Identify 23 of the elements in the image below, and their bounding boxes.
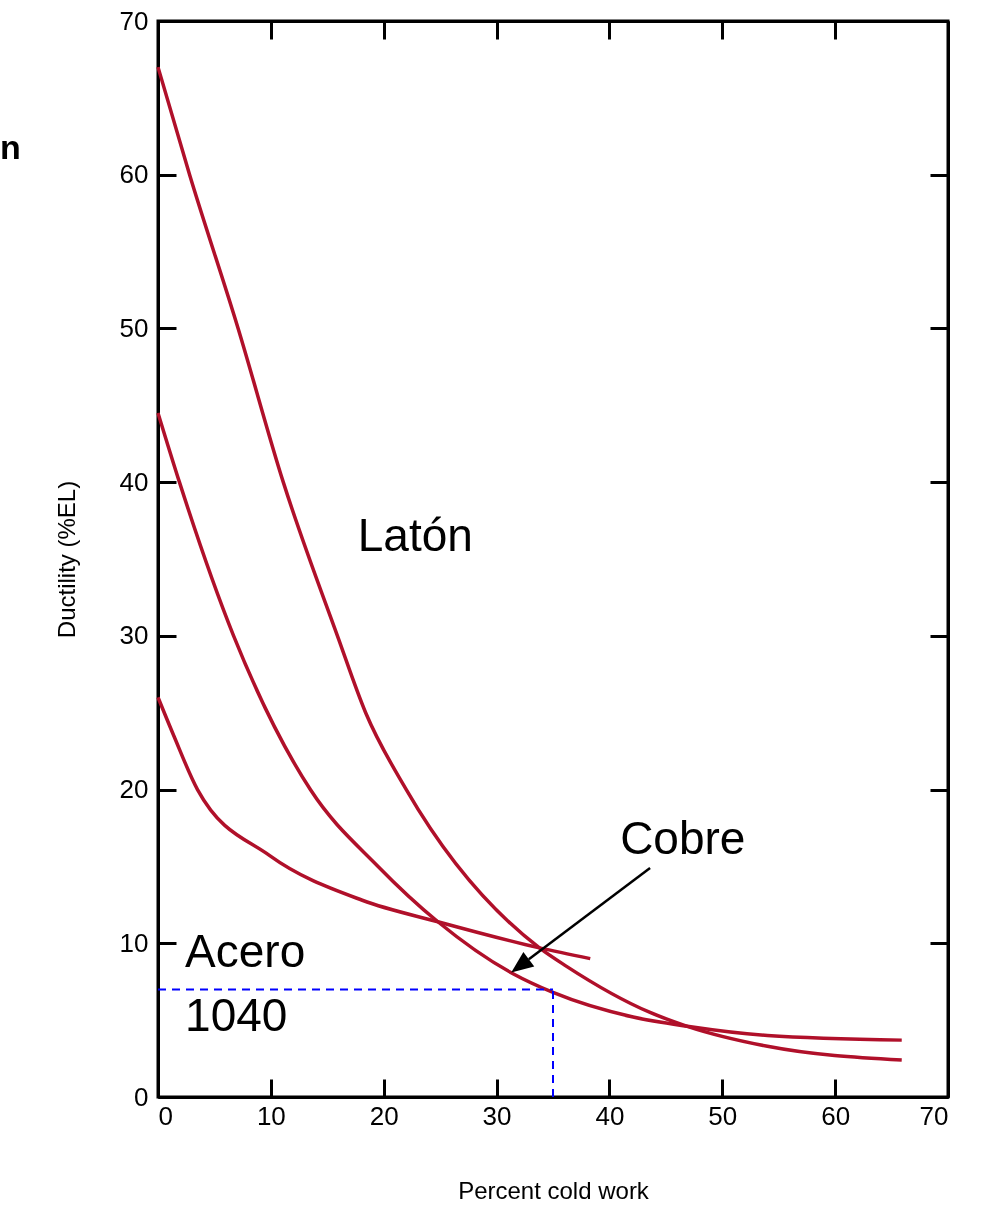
y-tick-label: 40 — [119, 466, 149, 497]
x-tick-label: 30 — [482, 1100, 512, 1131]
y-tick-label: 60 — [119, 159, 149, 190]
series-label: Latón — [357, 509, 473, 562]
y-tick-label: 10 — [119, 927, 149, 958]
series-label: Acero 1040 — [185, 924, 306, 1041]
x-tick-label: 40 — [595, 1100, 625, 1131]
text: n — [0, 128, 21, 167]
y-tick-label: 20 — [119, 774, 149, 805]
y-tick-label: 30 — [119, 620, 149, 651]
x-tick-label: 20 — [369, 1100, 399, 1131]
x-axis-title: Percent cold work — [458, 1176, 650, 1204]
line-series — [156, 65, 904, 1062]
x-tick-label: 60 — [821, 1100, 851, 1131]
annotation: Cobre — [620, 812, 746, 865]
x-tick-label: 0 — [158, 1100, 173, 1131]
y-tick-label: 70 — [119, 5, 149, 36]
y-tick-label: 50 — [119, 312, 149, 343]
y-tick-label: 0 — [134, 1081, 149, 1112]
y-axis-title: Ductility (%EL) — [52, 480, 80, 639]
x-tick-label: 50 — [708, 1100, 738, 1131]
x-tick-label: 70 — [919, 1100, 949, 1131]
x-tick-label: 10 — [256, 1100, 286, 1131]
